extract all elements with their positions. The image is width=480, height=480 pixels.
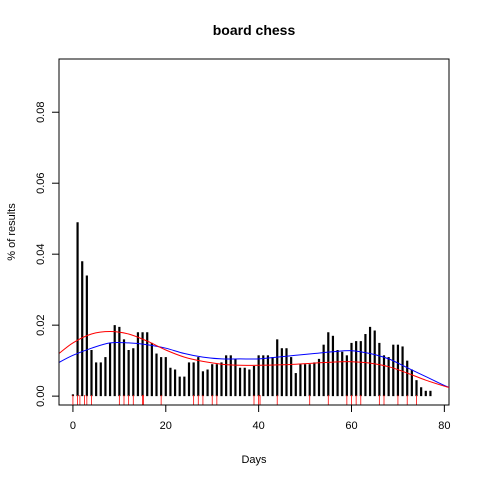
x-axis-label: Days: [241, 454, 267, 466]
red-density-line: [58, 330, 450, 388]
y-tick-label: 0.02: [35, 314, 47, 335]
x-tick-label: 40: [253, 420, 265, 432]
x-tick-label: 20: [160, 420, 172, 432]
y-axis-label: % of results: [6, 203, 18, 261]
x-axis: 0 20 40 60 80: [70, 404, 450, 432]
y-tick-label: 0.04: [35, 243, 47, 264]
blue-density-line: [58, 341, 450, 388]
plot-area: [58, 58, 450, 406]
rug-layer: [72, 395, 417, 405]
y-tick-label: 0.08: [35, 102, 47, 123]
lines-layer: [58, 330, 450, 388]
x-tick-label: 80: [438, 420, 450, 432]
chart-title: board chess: [213, 22, 296, 38]
bars-layer: [71, 222, 432, 397]
x-tick-label: 0: [70, 420, 76, 432]
x-tick-label: 60: [345, 420, 357, 432]
y-tick-label: 0.00: [35, 385, 47, 406]
y-axis: 0.00 0.02 0.04 0.06 0.08: [35, 102, 60, 407]
plot-frame: [58, 58, 450, 406]
y-tick-label: 0.06: [35, 172, 47, 193]
